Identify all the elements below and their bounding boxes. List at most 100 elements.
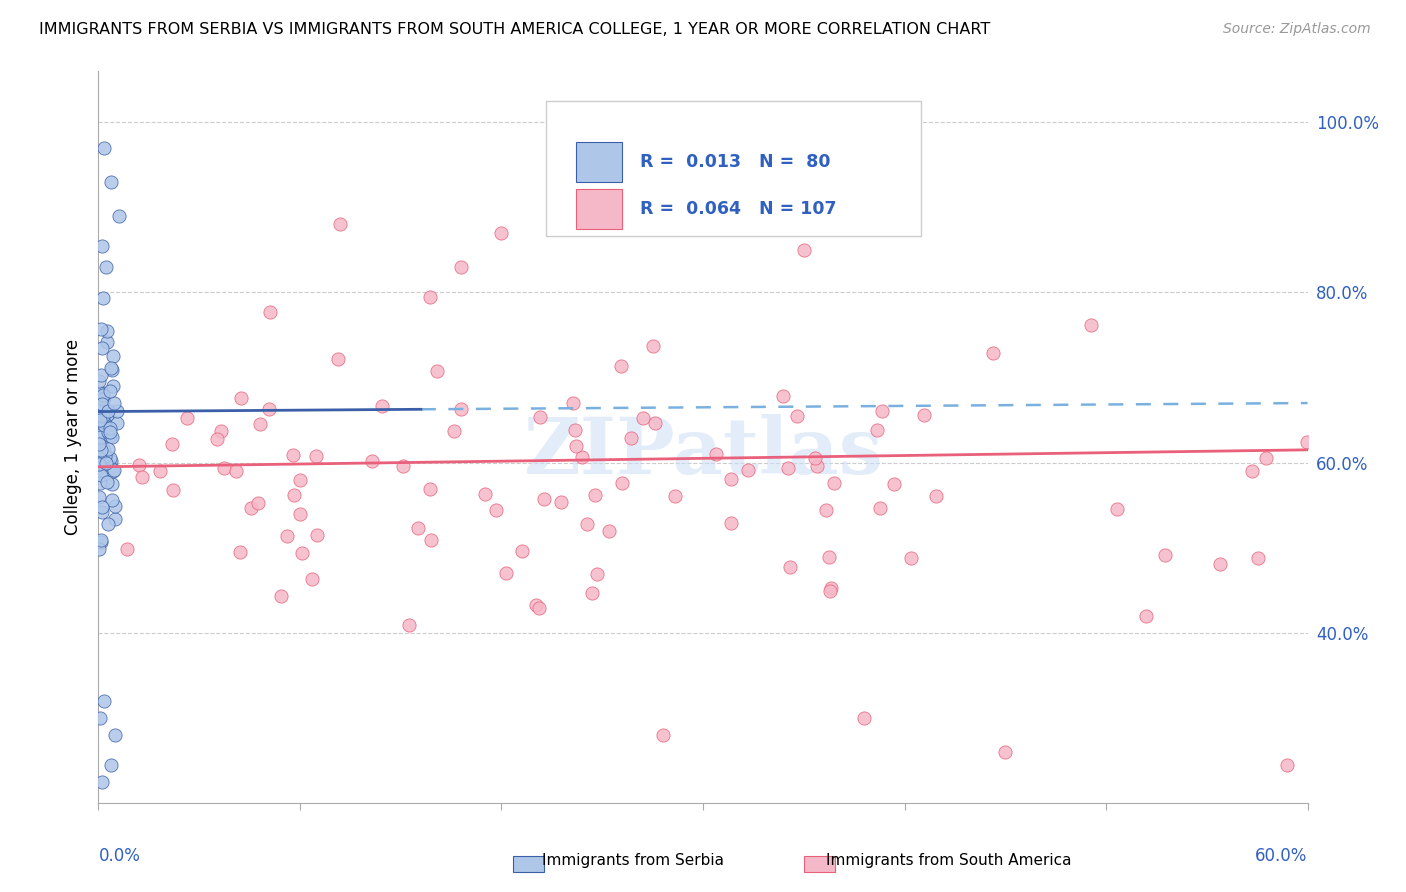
Point [90,341,112,355]
Point [823,476,845,491]
Point [87,461,110,475]
Point [720,472,742,486]
Point [149,464,172,478]
Point [160,437,183,451]
Point [87,397,110,411]
Text: 0.0%: 0.0% [98,847,141,864]
Point [231,391,253,405]
Point [1247,550,1270,565]
Point [818,584,841,599]
Point [89,385,111,400]
Point [994,745,1017,759]
Point [575,516,598,531]
Point [228,545,250,559]
Point [291,546,314,560]
Point [98,451,121,466]
Point [89,457,111,471]
Point [96,260,118,274]
Point [283,488,305,502]
Point [89,711,111,725]
Point [491,226,513,240]
Point [91,774,114,789]
Point [89,437,111,451]
Point [103,396,125,410]
Point [1296,435,1319,450]
Point [1209,557,1232,571]
Point [778,460,800,475]
Point [329,218,352,232]
Point [94,457,117,471]
Point [610,475,633,490]
Point [103,728,125,742]
Point [524,598,547,612]
Point [591,183,613,197]
Point [981,346,1004,360]
Point [100,477,122,491]
Point [737,463,759,477]
Point [91,409,114,423]
Point [98,429,121,443]
Point [89,458,111,472]
Point [419,482,441,496]
Point [786,409,808,423]
Point [495,566,517,580]
Point [103,462,125,476]
Point [806,458,828,473]
Point [1254,451,1277,466]
Point [586,566,609,581]
Point [450,402,472,417]
Point [101,430,124,444]
Text: R =  0.013   N =  80: R = 0.013 N = 80 [640,153,831,171]
Point [571,450,593,465]
Point [529,409,551,424]
Point [93,393,115,408]
Point [562,396,585,410]
Text: IMMIGRANTS FROM SERBIA VS IMMIGRANTS FROM SOUTH AMERICA COLLEGE, 1 YEAR OR MORE : IMMIGRANTS FROM SERBIA VS IMMIGRANTS FRO… [39,22,991,37]
Text: 60.0%: 60.0% [1256,847,1308,864]
Point [100,757,122,772]
Point [91,386,114,401]
Point [581,585,603,599]
Point [443,424,465,438]
Point [270,590,292,604]
Point [100,425,122,439]
Point [307,528,329,542]
Point [1240,464,1263,478]
Point [869,500,891,515]
Point [91,291,114,305]
Point [610,359,633,374]
Point [98,384,121,399]
Point [209,425,232,439]
Point [820,581,842,595]
Point [406,521,429,535]
Point [212,460,235,475]
Point [1277,757,1299,772]
Point [91,392,114,406]
Point [97,403,120,417]
Point [89,403,111,417]
Point [90,453,112,467]
Point [281,448,304,462]
Point [100,454,122,468]
Point [94,449,117,463]
Point [276,529,298,543]
Point [817,549,839,564]
Point [100,175,122,189]
Point [90,402,112,417]
Point [93,415,115,429]
Point [692,201,714,215]
Point [720,516,742,530]
Point [247,496,270,510]
Point [529,600,551,615]
Point [90,468,112,483]
Point [510,544,533,558]
Point [98,420,121,434]
Point [1135,608,1157,623]
Point [104,500,127,514]
Point [392,458,415,473]
Point [1105,502,1128,516]
Point [870,403,893,417]
Point [107,209,129,223]
Point [101,349,124,363]
Point [100,360,122,375]
